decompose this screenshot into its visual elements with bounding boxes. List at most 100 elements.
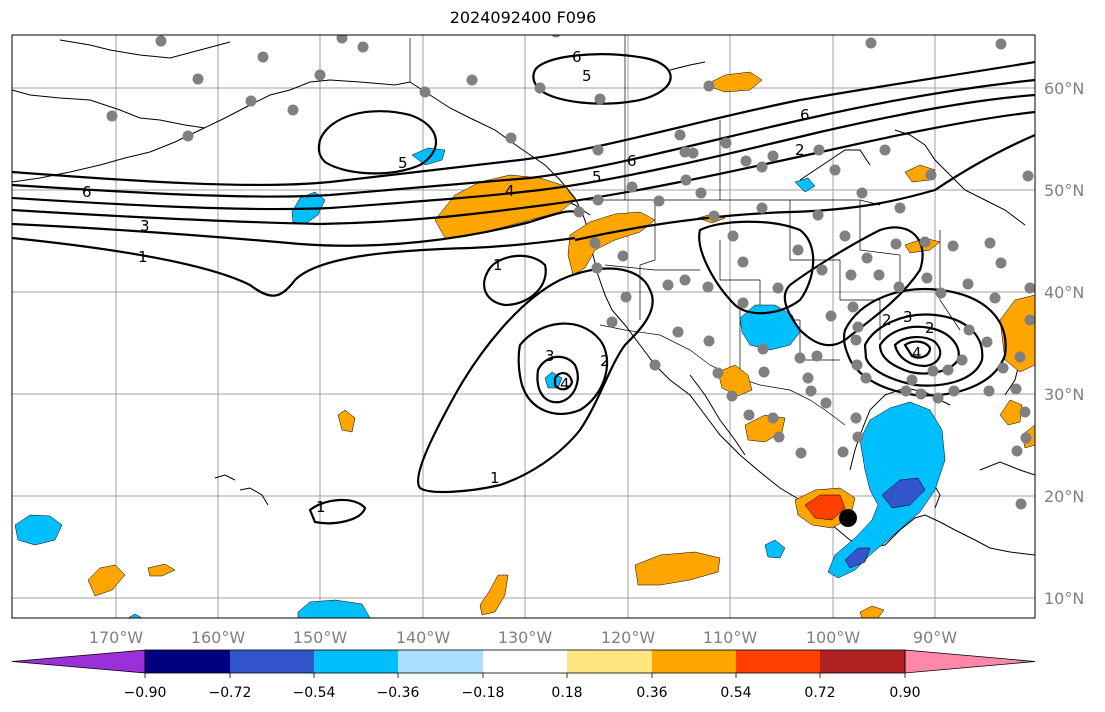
contour-label: 6 bbox=[82, 183, 92, 201]
contour-label: 2 bbox=[600, 352, 610, 370]
station-dot bbox=[983, 385, 995, 397]
station-dot bbox=[932, 392, 944, 404]
contour-label: 4 bbox=[505, 182, 515, 200]
station-dot bbox=[811, 350, 823, 362]
contour-label: 1 bbox=[490, 469, 500, 487]
colorbar-tick-label: 0.90 bbox=[889, 685, 920, 701]
coastlines bbox=[12, 39, 1035, 556]
station-dot bbox=[772, 282, 784, 294]
station-dot bbox=[861, 252, 873, 264]
station-dot bbox=[1011, 445, 1023, 457]
station-dot bbox=[894, 202, 906, 214]
station-dot bbox=[419, 86, 431, 98]
station-dot bbox=[703, 80, 715, 92]
colorbar bbox=[11, 649, 1036, 674]
contour-label: 2 bbox=[882, 311, 892, 329]
colorbar-tick-label: 0.72 bbox=[804, 685, 835, 701]
contour-label: 6 bbox=[572, 48, 582, 66]
station-dot bbox=[962, 278, 974, 290]
colorbar-tick-label: −0.54 bbox=[293, 685, 336, 701]
station-dot bbox=[915, 388, 927, 400]
station-dot bbox=[245, 95, 257, 107]
latitude-label: 30°N bbox=[1044, 385, 1084, 404]
station-dot bbox=[850, 412, 862, 424]
contour-label-group: 6 5 6 5 5 4 6 2 6 3 1 1 3 2 4 1 1 2 3 2 … bbox=[82, 48, 935, 516]
latitude-label: 50°N bbox=[1044, 181, 1084, 200]
station-dot bbox=[551, 35, 561, 38]
colorbar-segment bbox=[230, 650, 314, 673]
station-dot bbox=[981, 336, 993, 348]
station-dot bbox=[1019, 406, 1031, 418]
station-dot bbox=[935, 287, 947, 299]
latitude-labels: 60°N 50°N 40°N 30°N 20°N 10°N bbox=[1044, 79, 1084, 608]
station-dot bbox=[589, 237, 601, 249]
station-dot bbox=[919, 236, 931, 248]
colorbar-extend-max bbox=[904, 649, 1036, 674]
contour-label: 4 bbox=[560, 375, 570, 393]
station-dot bbox=[756, 202, 768, 214]
station-dot bbox=[997, 362, 1009, 374]
station-dot bbox=[805, 385, 817, 397]
longitude-label: 90°W bbox=[913, 628, 957, 647]
station-dot bbox=[182, 130, 194, 142]
station-dot bbox=[626, 181, 638, 193]
contour-label: 5 bbox=[398, 154, 408, 172]
colorbar-segment bbox=[398, 650, 483, 673]
station-dot bbox=[984, 237, 996, 249]
station-dot bbox=[727, 230, 739, 242]
station-dot bbox=[995, 38, 1007, 50]
station-dot bbox=[1014, 351, 1026, 363]
colorbar-tick-label: −0.18 bbox=[462, 685, 505, 701]
station-dot bbox=[679, 146, 691, 158]
station-dot bbox=[680, 174, 692, 186]
station-dot bbox=[837, 446, 849, 458]
station-dot bbox=[756, 161, 768, 173]
station-dot bbox=[839, 230, 851, 242]
station-dot bbox=[679, 274, 691, 286]
station-dot bbox=[758, 366, 770, 378]
station-dot bbox=[927, 365, 939, 377]
station-dot bbox=[620, 291, 632, 303]
contour-label: 2 bbox=[925, 319, 935, 337]
station-dot bbox=[708, 210, 720, 222]
station-dot bbox=[851, 359, 863, 371]
station-dot bbox=[852, 321, 864, 333]
station-dot bbox=[674, 129, 686, 141]
station-dot bbox=[743, 409, 755, 421]
station-dot bbox=[792, 244, 804, 256]
station-dot bbox=[767, 150, 779, 162]
station-dot bbox=[956, 354, 968, 366]
station-dot bbox=[860, 372, 872, 384]
colorbar-tick-label: −0.72 bbox=[209, 685, 252, 701]
station-dot bbox=[592, 194, 604, 206]
map-frame bbox=[12, 35, 1035, 618]
colorbar-segment bbox=[567, 650, 652, 673]
map-title: 2024092400 F096 bbox=[449, 8, 597, 27]
station-dot bbox=[900, 385, 912, 397]
contour-label: 3 bbox=[903, 308, 913, 326]
station-dot bbox=[466, 74, 478, 86]
station-dot bbox=[653, 195, 665, 207]
station-dot bbox=[820, 397, 832, 409]
colorbar-extend-min bbox=[11, 649, 146, 674]
station-dot bbox=[662, 279, 674, 291]
negative-shading bbox=[14, 147, 946, 618]
station-dot bbox=[852, 431, 864, 443]
station-dot bbox=[594, 93, 606, 105]
colorbar-tick-label: 0.54 bbox=[720, 685, 751, 701]
station-dot bbox=[192, 73, 204, 85]
station-dot bbox=[963, 324, 975, 336]
colorbar-segment bbox=[736, 650, 820, 673]
longitude-labels: 170°W 160°W 150°W 140°W 130°W 120°W 110°W 100°W… bbox=[89, 628, 957, 647]
station-dot bbox=[995, 257, 1007, 269]
station-dot bbox=[740, 155, 752, 167]
location-marker bbox=[839, 509, 857, 527]
station-dot bbox=[947, 240, 959, 252]
colorbar-tick-label: −0.90 bbox=[124, 685, 167, 701]
station-dot bbox=[816, 264, 828, 276]
contour-label: 4 bbox=[912, 344, 922, 362]
station-dot bbox=[287, 104, 299, 116]
colorbar-segment bbox=[483, 650, 567, 673]
station-dot bbox=[702, 281, 714, 293]
longitude-label: 140°W bbox=[396, 628, 451, 647]
